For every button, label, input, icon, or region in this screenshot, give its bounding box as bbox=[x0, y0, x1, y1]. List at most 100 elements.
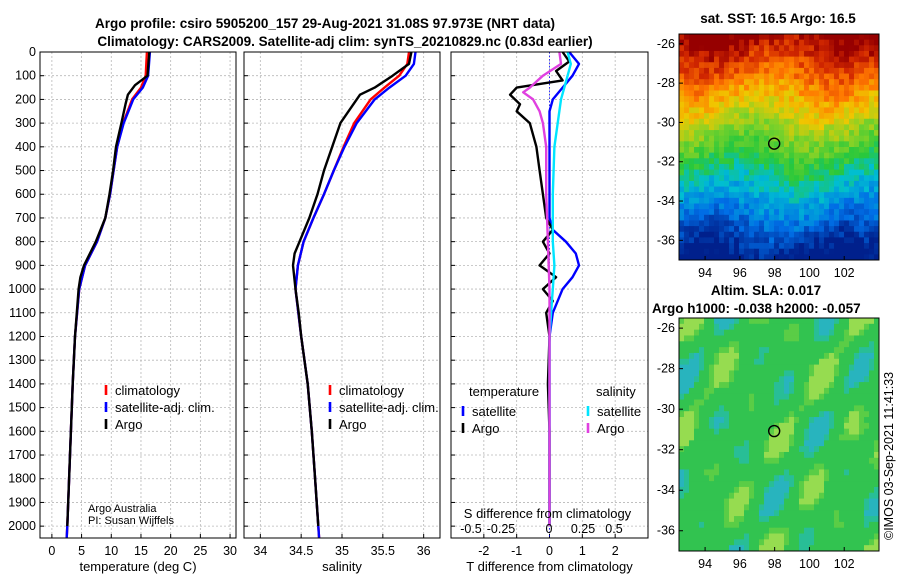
map-cell bbox=[684, 341, 690, 348]
map-cell bbox=[824, 434, 830, 441]
map-cell bbox=[704, 101, 710, 108]
map-cell bbox=[874, 158, 880, 165]
map-cell bbox=[824, 387, 830, 395]
map-cell bbox=[869, 203, 875, 210]
map-cell bbox=[819, 329, 825, 336]
map-cell bbox=[764, 405, 770, 412]
map-cell bbox=[699, 67, 705, 74]
map-cell bbox=[709, 50, 715, 57]
map-cell bbox=[789, 243, 795, 250]
map-cell bbox=[694, 521, 700, 529]
map-cell bbox=[809, 141, 815, 148]
map-cell bbox=[839, 62, 845, 69]
map-cell bbox=[859, 341, 865, 348]
map-cell bbox=[809, 67, 815, 74]
map-cell bbox=[784, 135, 790, 142]
map-cell bbox=[734, 428, 740, 435]
map-cell bbox=[709, 107, 715, 114]
map-cell bbox=[734, 73, 740, 80]
map-cell bbox=[749, 50, 755, 57]
map-cell bbox=[819, 73, 825, 80]
map-cell bbox=[839, 364, 845, 371]
map-cell bbox=[724, 364, 730, 371]
map-cell bbox=[874, 214, 880, 221]
map-cell bbox=[724, 463, 730, 470]
map-cell bbox=[744, 186, 750, 193]
map-cell bbox=[844, 248, 850, 255]
map-cell bbox=[754, 34, 760, 41]
map-cell bbox=[709, 475, 715, 482]
map-cell bbox=[734, 533, 740, 540]
map-cell bbox=[859, 124, 865, 131]
map-cell bbox=[714, 405, 720, 412]
map-cell bbox=[754, 539, 760, 546]
map-cell bbox=[774, 521, 780, 529]
map-cell bbox=[744, 440, 750, 447]
map-cell bbox=[804, 492, 810, 499]
map-cell bbox=[819, 539, 825, 546]
map-cell bbox=[789, 335, 795, 342]
map-cell bbox=[689, 118, 695, 125]
salinity-diff-tick-label: -0.5 bbox=[460, 522, 482, 536]
map-cell bbox=[774, 152, 780, 159]
legend-label: Argo bbox=[472, 421, 499, 436]
map-cell bbox=[844, 62, 850, 69]
map-cell bbox=[784, 422, 790, 430]
map-cell bbox=[839, 504, 845, 511]
map-cell bbox=[694, 399, 700, 406]
map-cell bbox=[784, 50, 790, 57]
map-cell bbox=[694, 62, 700, 69]
map-cell bbox=[709, 34, 715, 41]
map-cell bbox=[849, 510, 855, 517]
map-cell bbox=[859, 130, 865, 137]
map-cell bbox=[869, 231, 875, 238]
map-cell bbox=[749, 504, 755, 511]
map-cell bbox=[809, 39, 815, 46]
map-cell bbox=[849, 516, 855, 523]
map-cell bbox=[729, 446, 735, 453]
map-cell bbox=[719, 457, 725, 465]
map-cell bbox=[799, 209, 805, 216]
map-cell bbox=[854, 481, 860, 488]
map-cell bbox=[779, 533, 785, 540]
map-cell bbox=[844, 220, 850, 227]
map-cell bbox=[849, 141, 855, 148]
map-cell bbox=[799, 446, 805, 453]
map-cell bbox=[869, 34, 875, 41]
map-cell bbox=[794, 504, 800, 511]
map-cell bbox=[689, 411, 695, 418]
map-cell bbox=[844, 539, 850, 546]
map-cell bbox=[699, 158, 705, 165]
map-cell bbox=[844, 533, 850, 540]
map-cell bbox=[699, 446, 705, 453]
map-cell bbox=[714, 39, 720, 46]
map-cell bbox=[819, 141, 825, 148]
map-cell bbox=[814, 147, 820, 154]
map-cell bbox=[834, 405, 840, 412]
map-cell bbox=[739, 364, 745, 371]
map-cell bbox=[829, 209, 835, 216]
map-cell bbox=[849, 209, 855, 216]
map-cell bbox=[754, 147, 760, 154]
map-cell bbox=[784, 393, 790, 400]
map-cell bbox=[834, 158, 840, 165]
map-cell bbox=[779, 341, 785, 348]
map-cell bbox=[824, 96, 830, 103]
map-cell bbox=[774, 39, 780, 46]
map-cell bbox=[869, 209, 875, 216]
map-cell bbox=[789, 34, 795, 41]
map-cell bbox=[719, 329, 725, 336]
map-cell bbox=[734, 180, 740, 187]
map-cell bbox=[739, 84, 745, 91]
map-cell bbox=[754, 440, 760, 447]
map-cell bbox=[834, 214, 840, 221]
map-cell bbox=[714, 169, 720, 176]
map-cell bbox=[829, 335, 835, 342]
map-cell bbox=[694, 90, 700, 97]
map-cell bbox=[759, 107, 765, 114]
map-cell bbox=[694, 96, 700, 103]
map-cell bbox=[834, 147, 840, 154]
map-cell bbox=[869, 539, 875, 546]
map-cell bbox=[869, 152, 875, 159]
map-cell bbox=[839, 469, 845, 476]
